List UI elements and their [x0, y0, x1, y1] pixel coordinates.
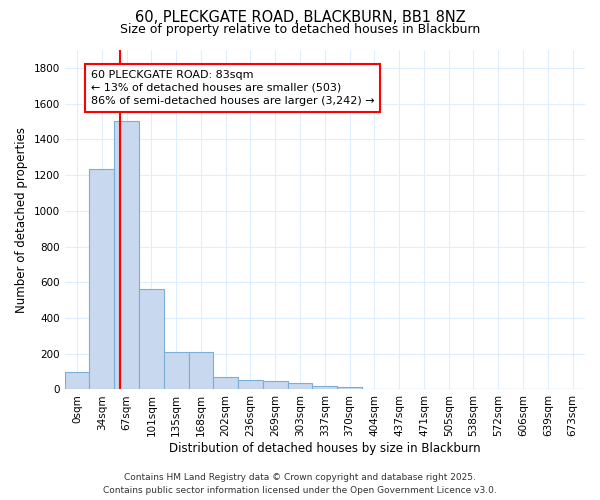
- Bar: [362, 388, 387, 390]
- Bar: [188, 352, 214, 390]
- Bar: [139, 290, 164, 390]
- Bar: [238, 380, 263, 390]
- Text: 60, PLECKGATE ROAD, BLACKBURN, BB1 8NZ: 60, PLECKGATE ROAD, BLACKBURN, BB1 8NZ: [134, 10, 466, 25]
- Bar: [263, 382, 287, 390]
- Text: Contains HM Land Registry data © Crown copyright and database right 2025.
Contai: Contains HM Land Registry data © Crown c…: [103, 474, 497, 495]
- Bar: [114, 122, 139, 390]
- Text: 60 PLECKGATE ROAD: 83sqm
← 13% of detached houses are smaller (503)
86% of semi-: 60 PLECKGATE ROAD: 83sqm ← 13% of detach…: [91, 70, 374, 106]
- Text: Size of property relative to detached houses in Blackburn: Size of property relative to detached ho…: [120, 22, 480, 36]
- X-axis label: Distribution of detached houses by size in Blackburn: Distribution of detached houses by size …: [169, 442, 481, 455]
- Bar: [214, 377, 238, 390]
- Bar: [65, 372, 89, 390]
- Bar: [313, 386, 337, 390]
- Bar: [164, 352, 188, 390]
- Bar: [89, 169, 114, 390]
- Y-axis label: Number of detached properties: Number of detached properties: [15, 126, 28, 312]
- Bar: [337, 387, 362, 390]
- Bar: [287, 383, 313, 390]
